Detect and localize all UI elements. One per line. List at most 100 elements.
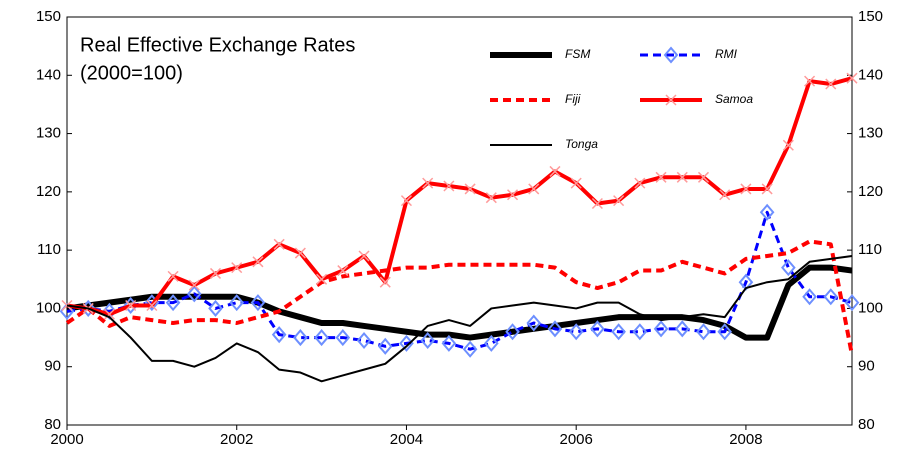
y-tick-label: 90	[44, 358, 61, 375]
diamond-marker	[717, 323, 733, 341]
cross-marker	[188, 279, 200, 291]
x-tick-label: 2004	[390, 431, 423, 448]
cross-marker	[613, 195, 625, 207]
cross-marker	[507, 189, 519, 201]
diamond-marker	[462, 340, 478, 358]
cross-marker	[294, 247, 306, 259]
diamond-marker	[484, 334, 499, 352]
diamond-marker	[377, 337, 393, 355]
diamond-marker	[663, 46, 679, 64]
cross-marker	[485, 192, 497, 204]
diamond-marker	[271, 326, 287, 344]
diamond-marker	[823, 288, 839, 306]
cross-marker	[665, 94, 677, 106]
diamond-marker	[314, 329, 329, 347]
cross-marker	[337, 265, 349, 277]
cross-marker	[209, 267, 222, 279]
y-tick-label: 110	[37, 241, 61, 258]
diamond-marker	[186, 285, 202, 303]
cross-marker	[125, 299, 137, 312]
diamond-marker	[123, 296, 138, 315]
diamond-marker	[165, 294, 181, 312]
y2-tick-label: 140	[858, 66, 883, 83]
cross-marker	[676, 171, 688, 183]
diamond-marker	[356, 331, 372, 350]
y-tick-label: 100	[36, 299, 61, 316]
y-tick-label: 130	[36, 125, 61, 142]
cross-marker	[400, 195, 412, 207]
y2-tick-label: 150	[858, 8, 883, 25]
diamond-marker	[229, 294, 245, 312]
diamond-marker	[399, 334, 414, 352]
diamond-marker	[632, 323, 648, 341]
x-tick-label: 2000	[50, 431, 83, 448]
series-line	[66, 254, 853, 383]
cross-marker	[358, 250, 370, 262]
diamond-marker	[568, 323, 584, 341]
diamond-marker	[844, 294, 860, 312]
legend-label: Samoa	[715, 92, 753, 106]
diamond-marker	[611, 323, 626, 341]
cross-marker	[528, 183, 540, 195]
cross-marker	[103, 308, 115, 320]
cross-marker	[825, 78, 837, 90]
diamond-marker	[505, 323, 520, 341]
diamond-marker	[696, 323, 711, 341]
diamond-marker	[526, 314, 542, 332]
legend-label: Tonga	[565, 137, 598, 151]
diamond-marker	[335, 329, 351, 347]
cross-marker	[846, 72, 858, 84]
diamond-marker	[547, 320, 563, 338]
diamond-marker	[208, 299, 223, 317]
legend-label: RMI	[715, 47, 738, 61]
diamond-marker	[420, 331, 435, 350]
legend-label: FSM	[565, 47, 590, 61]
diamond-marker	[802, 288, 817, 306]
diamond-marker	[781, 259, 796, 277]
cross-marker	[782, 139, 794, 151]
cross-marker	[761, 183, 773, 195]
y-tick-label: 120	[36, 183, 61, 200]
cross-marker	[443, 180, 455, 192]
plot-frame	[66, 16, 853, 426]
diamond-marker	[441, 334, 457, 352]
cross-marker	[591, 197, 603, 210]
diamond-marker	[293, 329, 308, 347]
cross-marker	[804, 75, 816, 87]
cross-marker	[422, 177, 434, 189]
diamond-marker	[759, 203, 775, 221]
cross-marker	[273, 238, 285, 250]
x-tick-label: 2008	[729, 431, 762, 448]
diamond-marker	[674, 320, 690, 338]
y2-tick-label: 80	[858, 416, 875, 433]
cross-marker	[146, 299, 158, 312]
x-tick-label: 2006	[560, 431, 593, 448]
chart-title: Real Effective Exchange Rates	[80, 34, 355, 56]
cross-marker	[655, 171, 667, 183]
series-line	[65, 239, 854, 356]
diamond-marker	[590, 320, 605, 338]
cross-marker	[316, 273, 328, 285]
cross-marker	[697, 171, 710, 183]
cross-marker	[252, 256, 264, 268]
y2-tick-label: 90	[858, 358, 875, 375]
y-tick-label: 150	[36, 8, 61, 25]
y2-tick-label: 110	[858, 241, 882, 258]
legend-label: Fiji	[565, 92, 581, 106]
cross-marker	[570, 177, 582, 189]
cross-marker	[634, 177, 646, 189]
y2-tick-label: 100	[858, 299, 883, 316]
y-tick-label: 80	[44, 416, 61, 433]
x-tick-label: 2002	[220, 431, 253, 448]
cross-marker	[231, 262, 243, 274]
cross-marker	[740, 183, 752, 195]
cross-marker	[464, 183, 476, 195]
cross-marker	[549, 165, 561, 177]
y2-tick-label: 130	[858, 125, 883, 142]
diamond-marker	[250, 294, 266, 312]
cross-marker	[61, 299, 73, 312]
cross-marker	[719, 189, 731, 201]
y-tick-label: 140	[36, 66, 61, 83]
y2-tick-label: 120	[858, 183, 883, 200]
